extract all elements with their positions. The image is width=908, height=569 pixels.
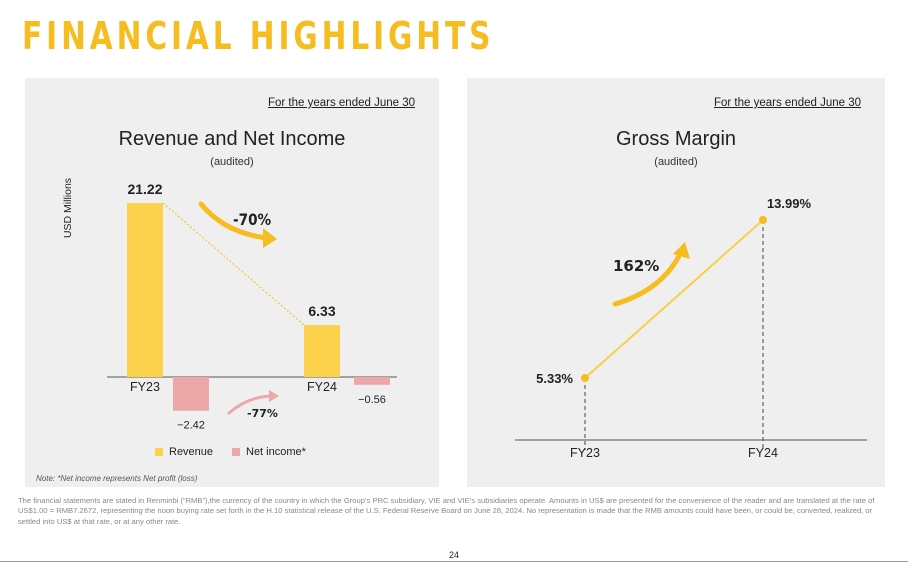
net-income-change-label: -77% [247, 407, 278, 420]
gross-margin-chart-svg: FY23 FY24 5.33% 13.99% 162% [515, 196, 867, 460]
net-income-bar-fy24 [354, 377, 390, 385]
bottom-divider [0, 561, 908, 562]
period-label: For the years ended June 30 [713, 97, 861, 109]
legend-net-income: Net income* [232, 446, 306, 458]
category-label-fy24: FY24 [307, 380, 337, 394]
legend-revenue: Revenue [155, 446, 213, 458]
page-number: 24 [448, 550, 459, 560]
revenue-chart-svg: USD Millions 21.22 −2.42 FY23 6.33 −0.56 FY24 -… [62, 178, 397, 432]
footnote: Note: *Net income represents Net profit … [36, 474, 198, 483]
chart-title: Gross Margin [615, 128, 737, 150]
page-title: FINANCIAL HIGHLIGHTS [22, 14, 495, 58]
chart-title: Revenue and Net Income [118, 128, 346, 150]
category-label-fy24: FY24 [748, 446, 778, 460]
gross-margin-line [584, 219, 764, 379]
legend-swatch-revenue [155, 448, 163, 456]
net-income-bar-fy23 [173, 377, 209, 411]
disclaimer-text: The financial statements are stated in R… [18, 496, 875, 526]
revenue-net-income-panel: For the years ended June 30 Revenue and … [25, 78, 439, 487]
net-income-value-label: −0.56 [358, 394, 386, 406]
revenue-bar-fy23 [127, 202, 163, 377]
revenue-value-label: 21.22 [127, 181, 162, 197]
period-label: For the years ended June 30 [267, 97, 415, 109]
data-label-fy23: 5.33% [536, 371, 573, 386]
decline-arrow-revenue [198, 201, 270, 241]
category-label-fy23: FY23 [570, 446, 600, 460]
data-label-fy24: 13.99% [767, 196, 812, 211]
decline-arrowhead-net-income [269, 390, 279, 402]
growth-arrowhead [673, 242, 690, 259]
legend-label-net-income: Net income* [246, 446, 306, 458]
revenue-value-label: 6.33 [308, 303, 335, 319]
legend-label-revenue: Revenue [169, 446, 214, 458]
data-point-fy24 [759, 216, 767, 224]
y-axis-label: USD Millions [62, 178, 74, 238]
revenue-bar-fy24 [304, 325, 340, 377]
chart-subtitle: (audited) [210, 156, 254, 168]
gross-margin-panel: For the years ended June 30 Gross Margin… [467, 78, 885, 487]
growth-arrow [612, 249, 684, 307]
decline-arrowhead-revenue [263, 228, 277, 248]
revenue-change-label: -70% [233, 211, 271, 229]
legend-swatch-net-income [232, 448, 240, 456]
growth-change-label: 162% [613, 257, 659, 275]
revenue-trend-line [162, 202, 305, 326]
data-point-fy23 [581, 374, 589, 382]
chart-subtitle: (audited) [654, 156, 698, 168]
category-label-fy23: FY23 [130, 380, 160, 394]
net-income-value-label: −2.42 [177, 420, 205, 432]
